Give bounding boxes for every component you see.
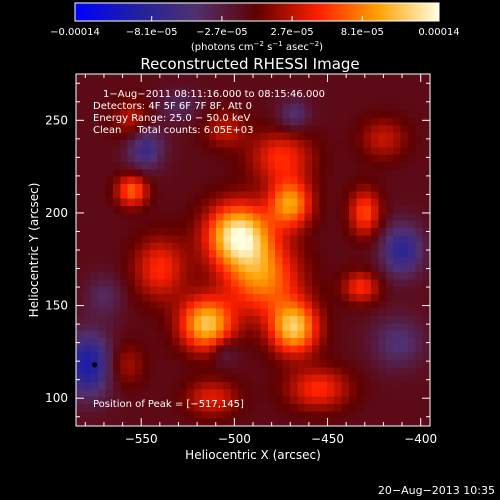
colorbar-tick-label: −0.00014 bbox=[50, 27, 100, 38]
colorbar-units: (photons cm−2 s−1 asec−2) bbox=[191, 40, 323, 53]
x-tick-label: −550 bbox=[125, 432, 158, 446]
info-line-counts: Clean Total counts: 6.05E+03 bbox=[93, 125, 253, 136]
x-axis-label: Heliocentric X (arcsec) bbox=[185, 448, 321, 462]
y-axis-label: Heliocentric Y (arcsec) bbox=[27, 183, 41, 318]
peak-position-label: Position of Peak = [−517,145] bbox=[93, 399, 244, 410]
x-tick-label: −500 bbox=[218, 432, 251, 446]
axes: −550 −500 −450 −400 100 150 200 250 bbox=[45, 74, 437, 446]
info-line-time: 1−Aug−2011 08:11:16.000 to 08:15:46.000 bbox=[103, 89, 325, 100]
y-tick-label: 150 bbox=[45, 299, 68, 313]
y-tick-label: 100 bbox=[45, 391, 68, 405]
timestamp: 20−Aug−2013 10:35 bbox=[378, 484, 495, 497]
colorbar-tick-label: 8.1e−05 bbox=[341, 27, 384, 38]
chart-title: Reconstructed RHESSI Image bbox=[140, 55, 359, 73]
x-tick-label: −450 bbox=[311, 432, 344, 446]
colorbar-tick-label: 0.00014 bbox=[418, 27, 459, 38]
colorbar: −0.00014 −8.1e−05 −2.7e−05 2.7e−05 8.1e−05 0.… bbox=[50, 2, 460, 53]
info-block: 1−Aug−2011 08:11:16.000 to 08:15:46.000 … bbox=[93, 89, 325, 136]
info-line-detectors: Detectors: 4F 5F 6F 7F 8F, Att 0 bbox=[93, 101, 252, 112]
colorbar-tick-label: −2.7e−05 bbox=[196, 27, 248, 38]
x-tick-label: −400 bbox=[404, 432, 437, 446]
peak-marker bbox=[92, 362, 98, 368]
colorbar-tick-label: 2.7e−05 bbox=[271, 27, 314, 38]
colorbar-ticks: −0.00014 −8.1e−05 −2.7e−05 2.7e−05 8.1e−05 0.… bbox=[50, 16, 460, 38]
y-tick-label: 250 bbox=[45, 113, 68, 127]
heatmap-image bbox=[76, 74, 430, 426]
colorbar-gradient bbox=[74, 2, 440, 22]
colorbar-tick-label: −8.1e−05 bbox=[126, 27, 178, 38]
y-tick-label: 200 bbox=[45, 206, 68, 220]
info-line-energy: Energy Range: 25.0 − 50.0 keV bbox=[93, 113, 250, 124]
